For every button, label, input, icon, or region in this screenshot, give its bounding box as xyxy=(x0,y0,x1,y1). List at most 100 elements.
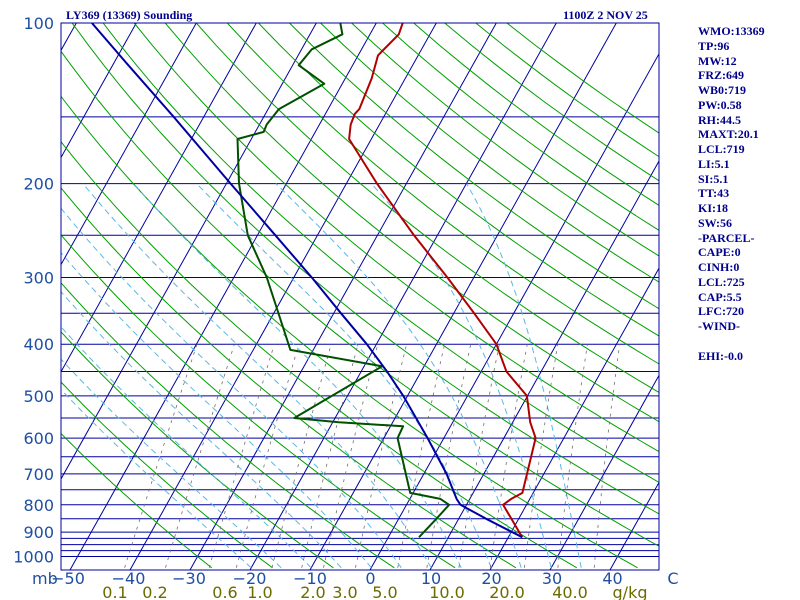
pressure-tick-label: 800 xyxy=(23,496,54,515)
mixing-ratio-line xyxy=(235,344,300,568)
mixing-ratio-line xyxy=(593,344,621,568)
dry-adiabat-line xyxy=(133,23,659,453)
stat-item: TT:43 xyxy=(698,186,730,201)
dry-adiabat-line xyxy=(102,23,659,483)
mixing-ratio-line xyxy=(323,344,379,568)
stat-item: EHI:-0.0 xyxy=(698,348,743,363)
dry-adiabat-line xyxy=(351,23,659,257)
isotherm-line xyxy=(129,23,437,570)
mixing-ratio-line xyxy=(524,344,559,568)
isotherm-line xyxy=(369,52,659,570)
stat-item: LCL:725 xyxy=(698,274,745,289)
temperature-tick-label: −30 xyxy=(172,569,206,588)
isotherm-line xyxy=(69,23,377,570)
dry-adiabat-line xyxy=(320,23,659,283)
isotherm-line xyxy=(61,23,257,373)
stat-item: WB0:719 xyxy=(698,83,746,97)
pressure-tick-labels: 100 200 300 400 500 600 700 800 900 1000 mb xyxy=(13,14,57,588)
dry-adiabat-line xyxy=(61,140,578,569)
dewpoint-trace xyxy=(236,23,451,538)
mixing-ratio-line xyxy=(557,344,588,568)
stat-item: CAPE:0 xyxy=(698,245,741,260)
temperature-tick-label: 40 xyxy=(602,569,622,588)
pressure-tick-label: 500 xyxy=(23,387,54,406)
dry-adiabat-line xyxy=(71,23,659,515)
stat-item: CAP:5.5 xyxy=(698,289,742,304)
temperature-tick-label: −50 xyxy=(51,569,85,588)
isotherm-line xyxy=(549,374,659,570)
dry-adiabat-line xyxy=(61,432,213,569)
moist-adiabat-line xyxy=(61,291,342,569)
dry-adiabat-line xyxy=(61,381,273,569)
isotherm-line xyxy=(249,23,557,570)
isotherm-line xyxy=(0,23,16,570)
mixing-ratio-tick-label: 0.2 xyxy=(142,583,167,600)
stat-item: RH:44.5 xyxy=(698,112,741,127)
mixing-ratio-tick-label: 1.0 xyxy=(247,583,272,600)
dry-adiabat-line xyxy=(61,50,659,547)
moist-adiabat-line xyxy=(61,388,252,569)
dry-adiabat-line xyxy=(258,23,659,337)
mixing-ratio-tick-labels: 0.1 0.2 0.6 1.0 2.0 3.0 5.0 10.0 20.0 40.0 g/kg xyxy=(102,583,647,600)
pressure-tick-label: 400 xyxy=(23,335,54,354)
stat-item xyxy=(698,334,765,349)
dry-adiabat-line xyxy=(164,23,659,423)
moist-adiabat-line xyxy=(466,183,582,568)
isotherm-line xyxy=(189,23,497,570)
pressure-tick-label: 200 xyxy=(23,175,54,194)
dry-adiabat-line xyxy=(61,234,456,569)
mixing-ratio-line xyxy=(301,344,359,568)
pressure-tick-label: 700 xyxy=(23,465,54,484)
moist-adiabat-line xyxy=(82,183,432,569)
stat-item: MW:12 xyxy=(698,53,737,68)
moist-adiabat-line xyxy=(61,251,372,569)
temperature-tick-labels: −50 −40 −30 −20 −10 0 10 20 30 40 C xyxy=(51,569,678,588)
dry-adiabat-line xyxy=(61,331,334,569)
isotherm-line xyxy=(309,23,617,570)
stat-item: FRZ:649 xyxy=(698,68,744,83)
temperature-tick-label: 30 xyxy=(542,569,562,588)
valid-time: 1100Z 2 NOV 25 xyxy=(563,8,648,22)
dry-adiabat-line xyxy=(226,23,659,365)
mixing-ratio-tick-label: 40.0 xyxy=(552,583,588,600)
isotherm-line xyxy=(429,160,659,570)
stat-item: LI:5.1 xyxy=(698,156,730,171)
temperature-tick-label: 0 xyxy=(365,569,375,588)
pressure-tick-label: 900 xyxy=(23,523,54,542)
stat-item: WMO:13369 xyxy=(698,24,765,38)
mixing-ratio-unit-label: g/kg xyxy=(613,583,648,600)
mixing-ratio-tick-label: 5.0 xyxy=(372,583,397,600)
pressure-unit-label: mb xyxy=(32,569,58,588)
stat-item: SW:56 xyxy=(698,215,733,230)
dry-adiabat-line xyxy=(61,95,638,569)
mixing-ratio-line xyxy=(489,344,528,568)
dry-adiabat-line xyxy=(61,282,395,569)
stat-item: -PARCEL- xyxy=(698,230,755,245)
isobar-lines xyxy=(61,23,659,557)
isotherm-line xyxy=(61,23,137,159)
mixing-ratio-tick-label: 0.6 xyxy=(212,583,237,600)
moist-adiabat-line xyxy=(61,207,402,569)
mixing-ratio-line xyxy=(397,344,445,568)
mixing-ratio-tick-label: 3.0 xyxy=(332,583,357,600)
mixing-ratio-tick-label: 20.0 xyxy=(489,583,525,600)
dry-adiabat-lines xyxy=(61,23,659,569)
sounding-indices-list: WMO:13369 TP:96 MW:12 FRZ:649 WB0:719 PW:0.58… xyxy=(698,24,765,363)
stat-item: CINH:0 xyxy=(698,260,740,274)
station-title: LY369 (13369) Sounding xyxy=(66,8,193,22)
stat-item: -WIND- xyxy=(698,319,740,333)
isotherm-line xyxy=(61,23,197,266)
pressure-tick-label: 600 xyxy=(23,429,54,448)
stat-item: LCL:719 xyxy=(698,142,745,156)
mixing-ratio-line xyxy=(426,344,472,568)
temperature-tick-label: −40 xyxy=(112,569,146,588)
pressure-tick-label: 1000 xyxy=(13,548,54,567)
pressure-tick-label: 100 xyxy=(23,14,54,33)
stat-item: KI:18 xyxy=(698,201,728,215)
mixing-ratio-tick-label: 2.0 xyxy=(300,583,325,600)
temperature-tick-label: 20 xyxy=(481,569,501,588)
stat-item: PW:0.58 xyxy=(698,97,742,112)
temperature-tick-label: −20 xyxy=(233,569,267,588)
stat-item: LFC:720 xyxy=(698,304,744,319)
